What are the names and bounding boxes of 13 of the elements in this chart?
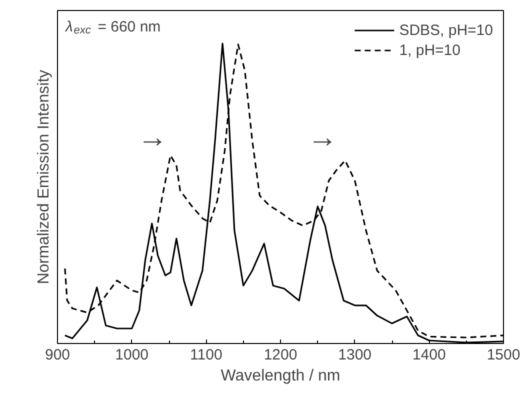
x-tick-label: 1200 (264, 346, 298, 364)
x-axis-title: Wavelength / nm (220, 368, 340, 384)
x-tick-label: 1300 (338, 346, 372, 364)
x-tick-label: 1000 (115, 346, 149, 364)
x-tick-label: 1500 (486, 346, 520, 364)
annotation: → (308, 121, 338, 154)
annotation: → (138, 121, 168, 154)
x-tick-label: 1100 (190, 346, 222, 364)
legend-label: SDBS, pH=10 (399, 22, 493, 38)
x-tick-label: 900 (44, 346, 70, 364)
x-tick-label: 1400 (412, 346, 446, 364)
legend-label: 1, pH=10 (399, 42, 460, 58)
y-axis-title: Normalized Emission Intensity (36, 70, 52, 284)
